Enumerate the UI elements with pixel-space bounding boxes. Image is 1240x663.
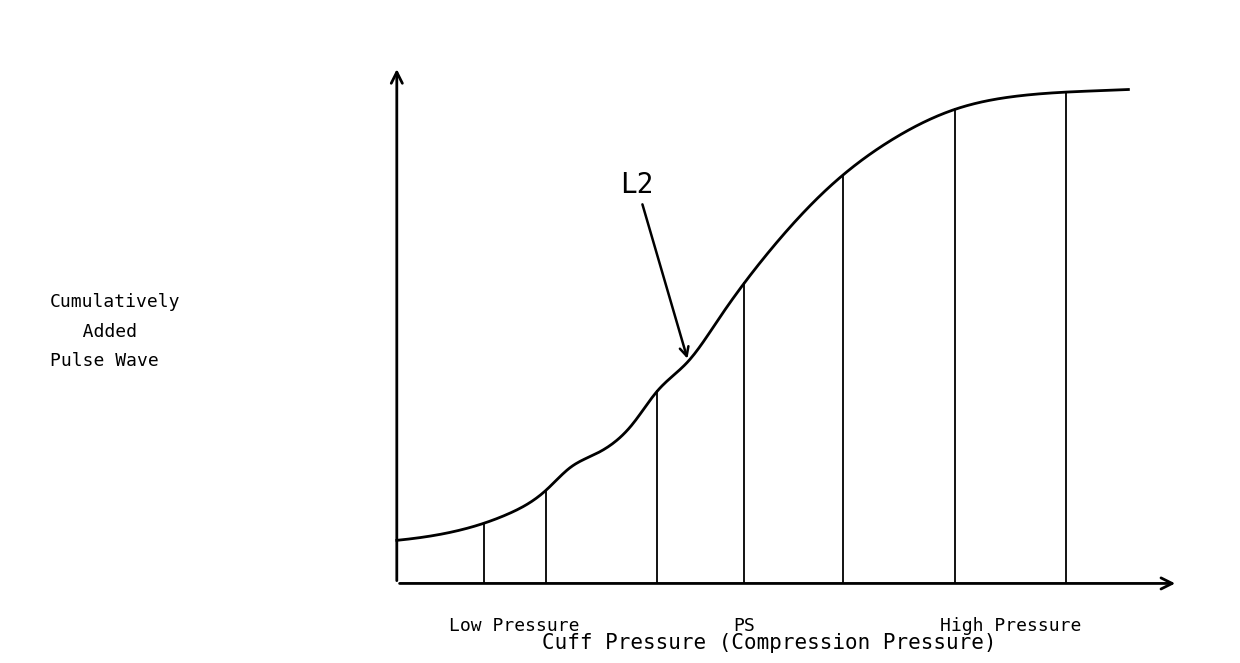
Text: Cumulatively
   Added
Pulse Wave: Cumulatively Added Pulse Wave: [50, 293, 180, 370]
Text: High Pressure: High Pressure: [940, 617, 1081, 634]
Text: Cuff Pressure (Compression Pressure): Cuff Pressure (Compression Pressure): [542, 633, 996, 653]
Text: Low Pressure: Low Pressure: [449, 617, 580, 634]
Text: PS: PS: [733, 617, 755, 634]
Text: L2: L2: [620, 171, 688, 356]
